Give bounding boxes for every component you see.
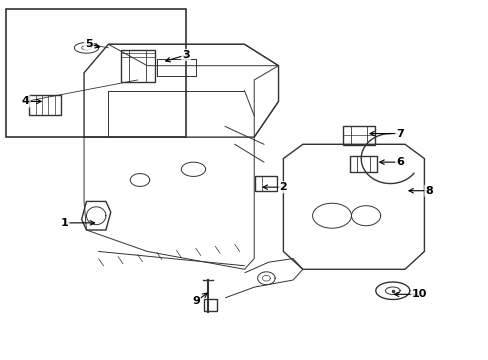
Text: 2: 2 xyxy=(279,182,286,192)
Text: 1: 1 xyxy=(61,218,68,228)
Text: 10: 10 xyxy=(411,289,427,299)
Text: 8: 8 xyxy=(425,186,432,196)
Bar xyxy=(6,9,186,137)
Text: 7: 7 xyxy=(395,129,403,139)
Text: 4: 4 xyxy=(22,96,30,107)
Text: 3: 3 xyxy=(182,50,189,60)
Text: 9: 9 xyxy=(192,296,200,306)
Text: 6: 6 xyxy=(395,157,403,167)
Text: 5: 5 xyxy=(85,39,93,49)
